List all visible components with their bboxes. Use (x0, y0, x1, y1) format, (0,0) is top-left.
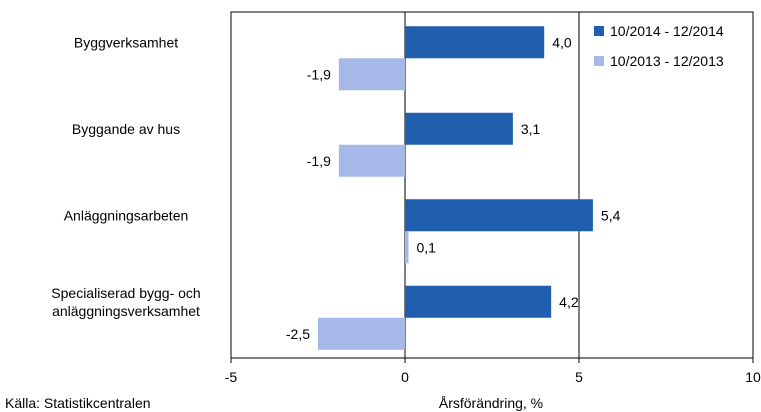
data-label: 0,1 (416, 239, 436, 255)
source-note: Källa: Statistikcentralen (5, 395, 151, 411)
bar-series2-cat3 (405, 231, 409, 264)
bar-series1-cat1 (405, 26, 545, 59)
bar-series1-cat3 (405, 199, 593, 232)
legend-swatch-2 (594, 56, 604, 66)
category-label-group: Byggverksamhet Byggande av hus Anläggnings… (51, 34, 200, 319)
data-label: -1,9 (307, 153, 331, 169)
legend-swatch-1 (594, 26, 604, 36)
x-axis-ticks: -5 0 5 10 (225, 358, 761, 385)
category-label: Anläggningsarbeten (64, 207, 189, 223)
data-label-group: 4,0 -1,9 3,1 -1,9 5,4 0,1 4,2 -2,5 (286, 34, 621, 342)
bar-series2-cat4 (318, 317, 405, 350)
bar-series2-cat1 (338, 58, 405, 91)
category-label: Byggverksamhet (74, 34, 178, 50)
data-label: 4,2 (559, 294, 579, 310)
category-label: Byggande av hus (72, 121, 180, 137)
bar-group (318, 26, 593, 350)
legend-label-2: 10/2013 - 12/2013 (610, 53, 724, 69)
data-label: -2,5 (286, 326, 310, 342)
category-label: Specialiserad bygg- och (51, 285, 200, 301)
x-tick-label: -5 (225, 369, 238, 385)
plot-border (230, 11, 754, 359)
legend-label-1: 10/2014 - 12/2014 (610, 23, 724, 39)
data-label: -1,9 (307, 66, 331, 82)
data-label: 3,1 (521, 121, 541, 137)
x-tick-label: 0 (401, 369, 409, 385)
legend: 10/2014 - 12/2014 10/2013 - 12/2013 (594, 23, 724, 69)
bar-series2-cat2 (338, 144, 405, 177)
x-tick-label: 5 (575, 369, 583, 385)
x-axis-title: Årsförändring, % (439, 395, 543, 411)
x-tick-label: 10 (745, 369, 761, 385)
category-label: anläggningsverksamhet (52, 303, 200, 319)
data-label: 5,4 (601, 207, 621, 223)
bar-series1-cat4 (405, 285, 552, 318)
data-label: 4,0 (552, 34, 572, 50)
bar-series1-cat2 (405, 112, 513, 145)
